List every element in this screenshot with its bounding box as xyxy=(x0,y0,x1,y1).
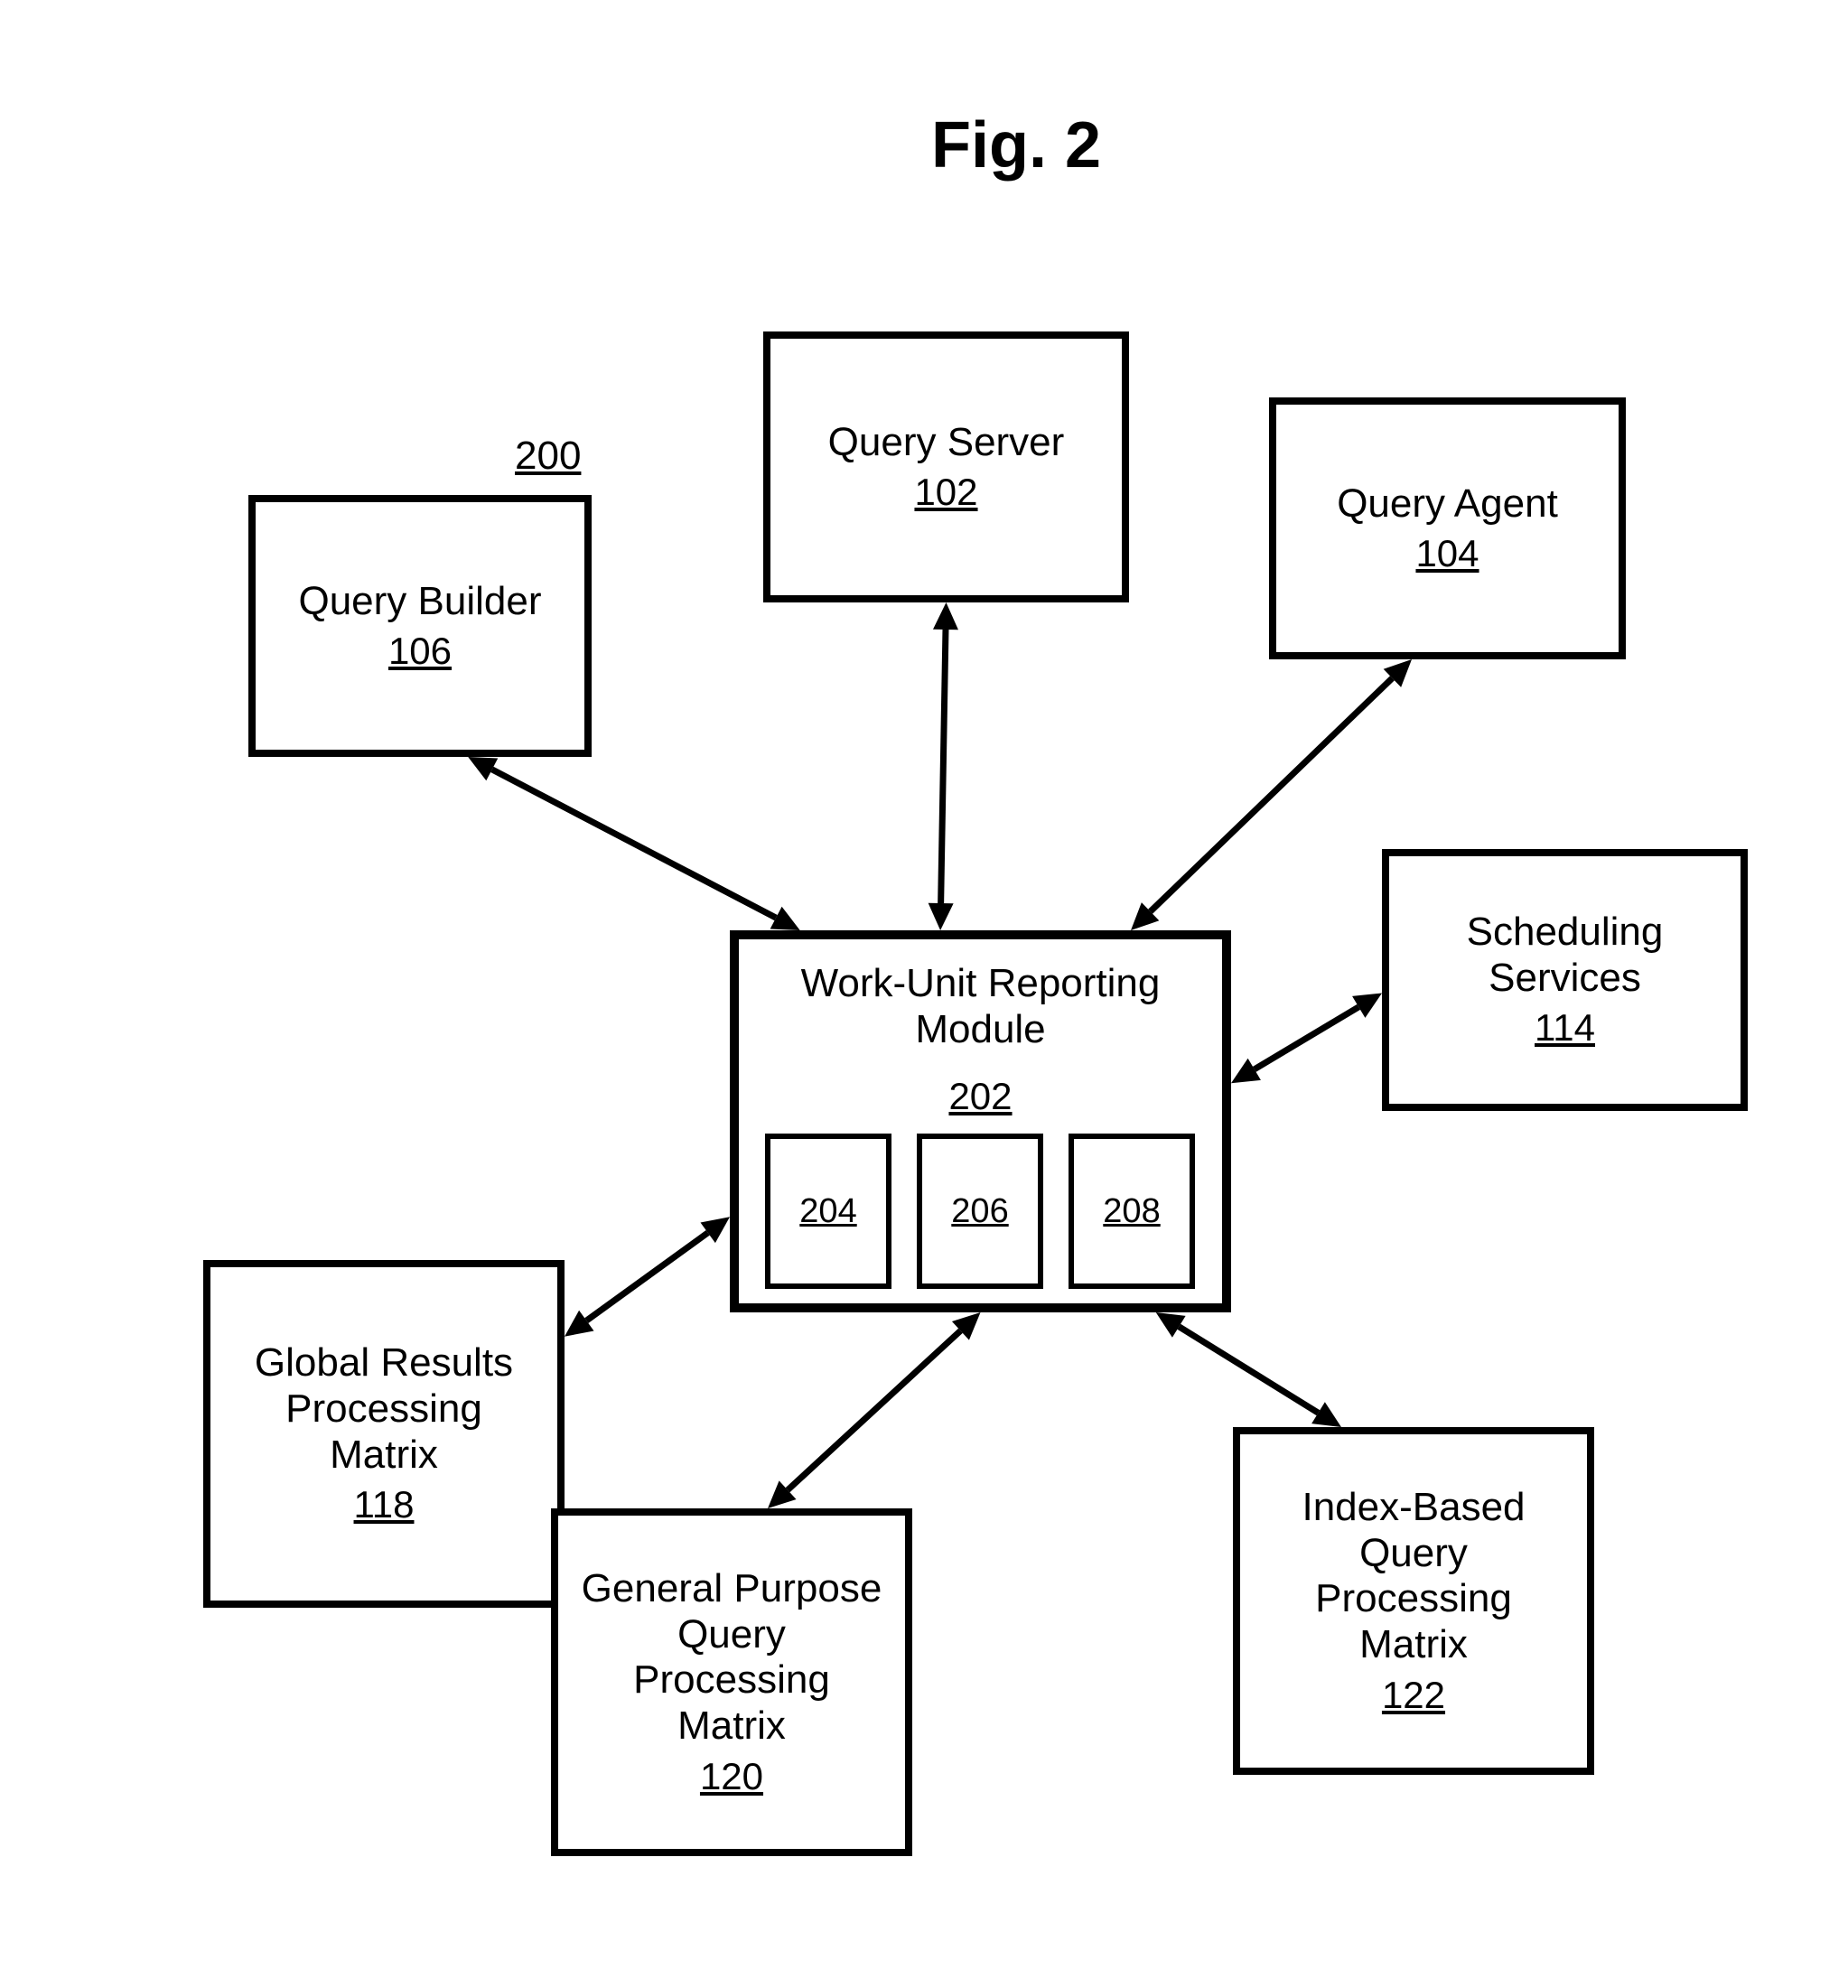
box-ref: 202 xyxy=(739,1075,1222,1118)
figure-reference-number: 200 xyxy=(515,434,581,479)
subbox-208: 208 xyxy=(1069,1134,1195,1289)
box-label: General Purpose Query Processing Matrix xyxy=(558,1566,905,1749)
box-index-based-query-processing-matrix: Index-Based Query Processing Matrix 122 xyxy=(1233,1427,1594,1775)
box-scheduling-services: Scheduling Services 114 xyxy=(1382,849,1748,1111)
subbox-ref: 208 xyxy=(1103,1192,1160,1231)
box-label: Work-Unit Reporting Module xyxy=(739,961,1222,1052)
box-query-server: Query Server 102 xyxy=(763,331,1129,602)
subbox-204: 204 xyxy=(765,1134,891,1289)
box-general-purpose-query-processing-matrix: General Purpose Query Processing Matrix … xyxy=(551,1508,912,1856)
box-ref: 106 xyxy=(388,630,452,673)
figure-title: Fig. 2 xyxy=(858,108,1174,182)
box-query-builder: Query Builder 106 xyxy=(248,495,592,757)
box-label: Index-Based Query Processing Matrix xyxy=(1240,1485,1587,1667)
box-global-results-processing-matrix: Global Results Processing Matrix 118 xyxy=(203,1260,565,1608)
subbox-ref: 206 xyxy=(951,1192,1008,1231)
box-label: Global Results Processing Matrix xyxy=(210,1340,557,1478)
box-ref: 102 xyxy=(914,471,977,514)
box-label: Scheduling Services xyxy=(1389,910,1741,1001)
box-ref: 104 xyxy=(1415,532,1479,575)
box-ref: 120 xyxy=(700,1755,763,1798)
box-query-agent: Query Agent 104 xyxy=(1269,397,1626,659)
box-ref: 118 xyxy=(354,1483,415,1526)
box-ref: 122 xyxy=(1382,1674,1445,1717)
box-label: Query Builder xyxy=(282,579,557,625)
box-label: Query Server xyxy=(812,420,1081,466)
box-ref: 114 xyxy=(1535,1006,1595,1050)
box-label: Query Agent xyxy=(1321,481,1574,527)
subbox-ref: 204 xyxy=(799,1192,856,1231)
subbox-206: 206 xyxy=(917,1134,1043,1289)
